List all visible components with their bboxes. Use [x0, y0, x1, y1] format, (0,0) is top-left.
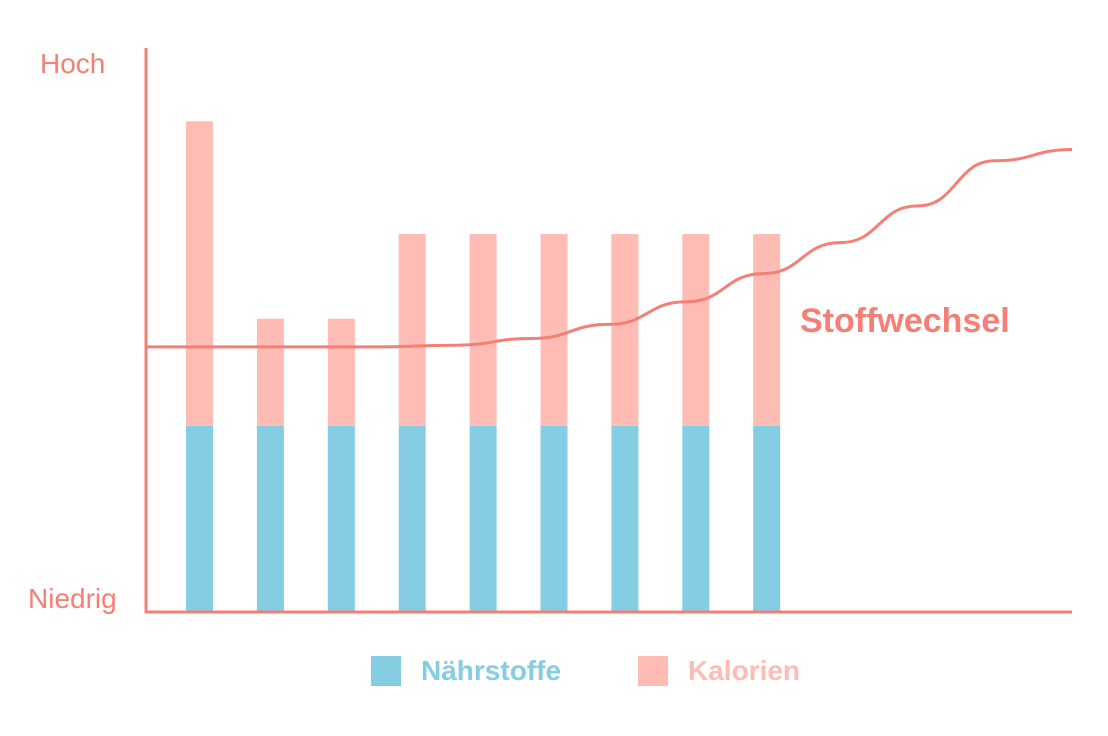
bar-kalorien-7	[611, 234, 639, 426]
bars-group	[186, 121, 781, 612]
y-axis-low-label: Niedrig	[28, 583, 117, 614]
stoffwechsel-curve	[145, 148, 1073, 349]
bar-naehrstoffe-7	[611, 425, 639, 612]
legend-label-kalorien: Kalorien	[688, 655, 801, 686]
bar-kalorien-5	[469, 234, 497, 426]
bar-kalorien-6	[540, 234, 568, 426]
bar-kalorien-8	[682, 234, 710, 426]
bar-kalorien-4	[398, 234, 426, 426]
bar-naehrstoffe-1	[186, 425, 213, 612]
bar-naehrstoffe-6	[540, 425, 568, 612]
bar-naehrstoffe-3	[327, 425, 355, 612]
legend-swatch-kalorien	[638, 656, 668, 686]
bar-naehrstoffe-5	[469, 425, 497, 612]
y-axis-high-label: Hoch	[40, 48, 106, 79]
legend-item-kalorien: Kalorien	[638, 655, 800, 687]
bar-kalorien-2	[256, 318, 284, 426]
legend-item-naehrstoffe: Nährstoffe	[371, 655, 561, 687]
bar-kalorien-1	[186, 121, 213, 426]
bar-kalorien-9	[753, 234, 781, 426]
bar-kalorien-3	[327, 318, 355, 426]
bar-naehrstoffe-2	[256, 425, 284, 612]
curve-label: Stoffwechsel	[800, 302, 1010, 340]
legend-label-naehrstoffe: Nährstoffe	[421, 655, 562, 686]
bar-naehrstoffe-9	[753, 425, 781, 612]
bar-naehrstoffe-4	[398, 425, 426, 612]
legend-swatch-naehrstoffe	[371, 656, 401, 686]
bar-naehrstoffe-8	[682, 425, 710, 612]
